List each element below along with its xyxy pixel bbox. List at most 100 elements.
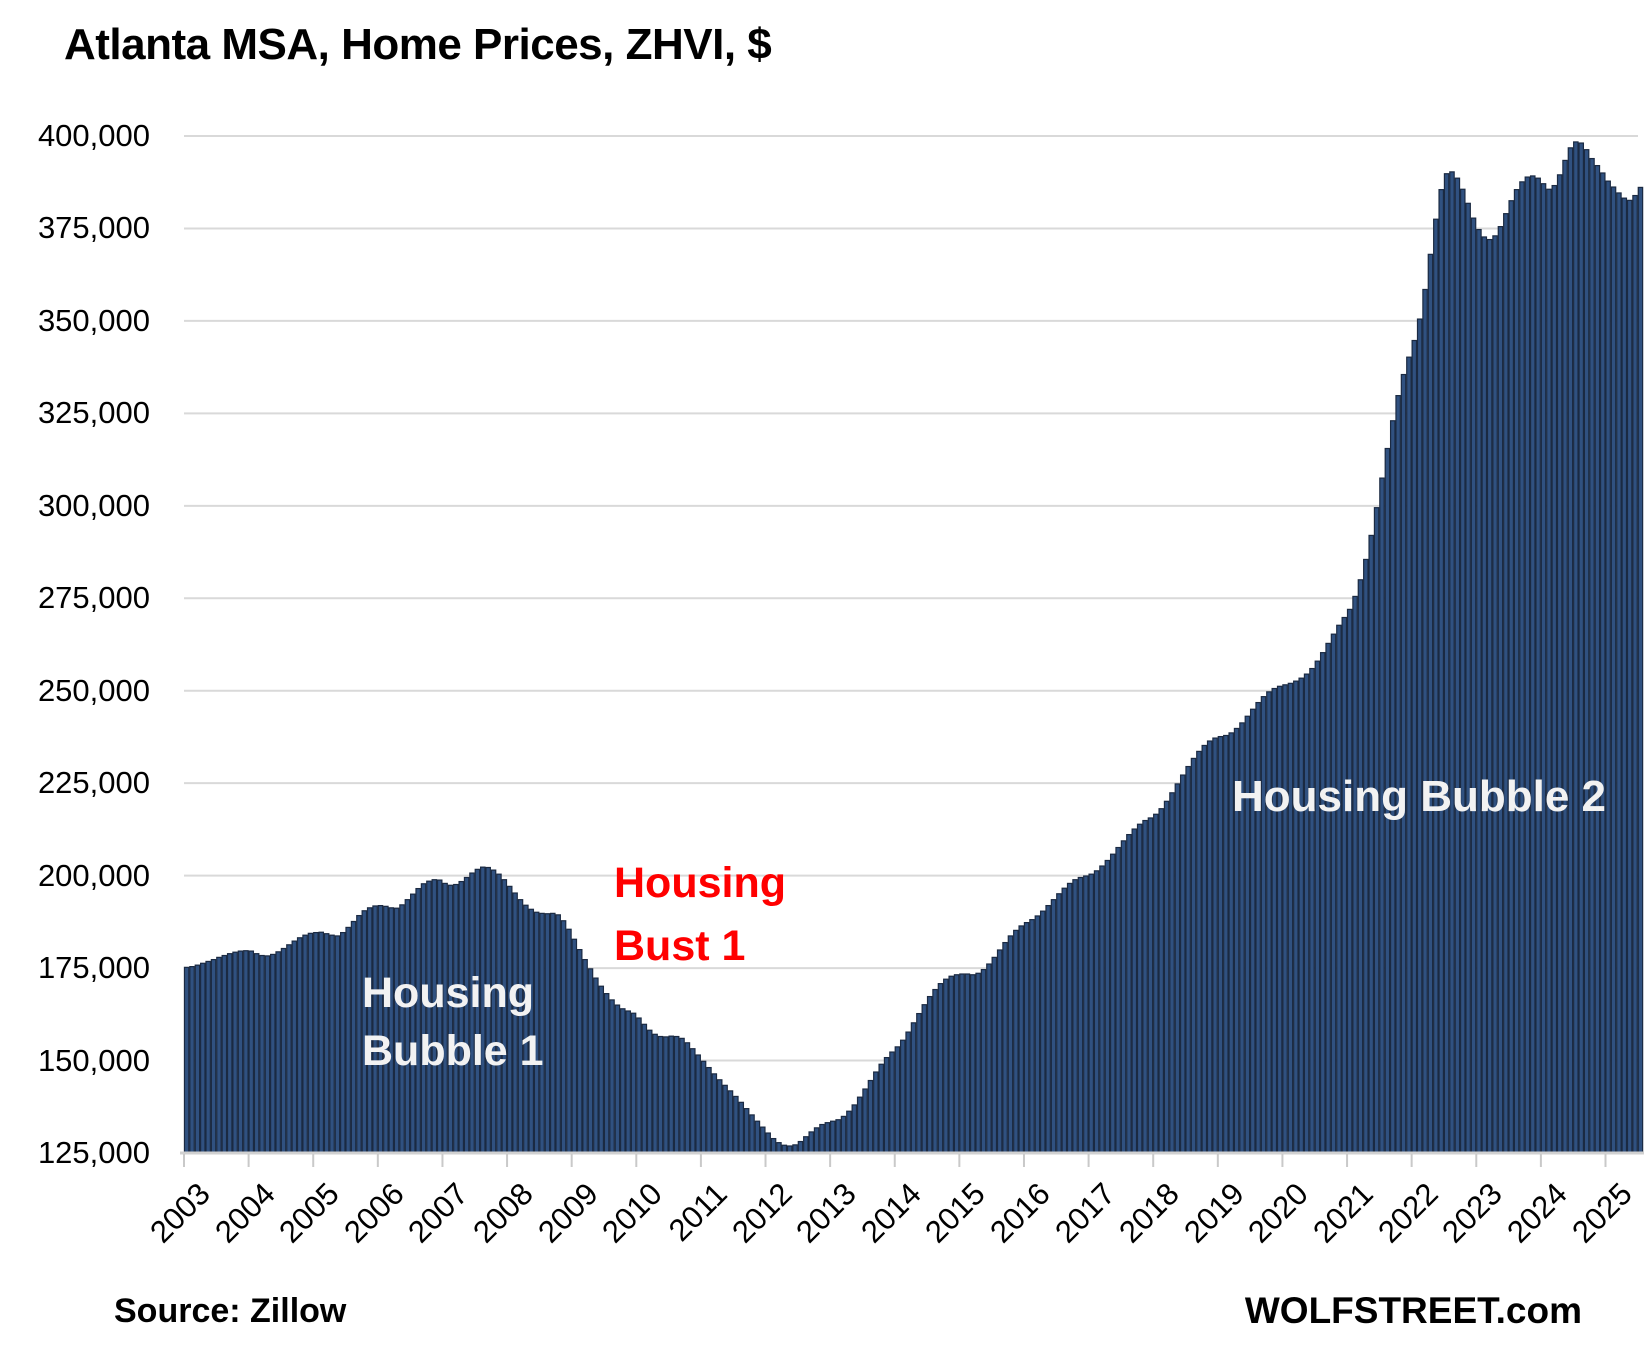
price-bar xyxy=(765,1132,771,1154)
price-bar xyxy=(340,931,346,1154)
price-bar xyxy=(1013,929,1019,1154)
price-bar xyxy=(1519,181,1525,1154)
y-axis-label: 225,000 xyxy=(37,765,150,801)
price-bar xyxy=(986,963,992,1154)
y-axis-label: 125,000 xyxy=(37,1135,150,1170)
price-bar xyxy=(749,1114,755,1154)
price-bar xyxy=(1562,159,1568,1154)
price-bar xyxy=(1357,579,1364,1154)
chart-title: Atlanta MSA, Home Prices, ZHVI, $ xyxy=(64,20,772,69)
price-bar xyxy=(975,972,981,1154)
price-bar xyxy=(1567,147,1574,1154)
price-bar xyxy=(1508,200,1515,1154)
price-bar xyxy=(603,993,610,1154)
price-bar xyxy=(1610,186,1617,1154)
y-axis-label: 250,000 xyxy=(37,672,150,708)
annotation-line: Bubble 1 xyxy=(362,1027,544,1075)
price-bar xyxy=(689,1048,696,1154)
price-bar xyxy=(544,913,551,1154)
price-bar xyxy=(200,962,206,1154)
price-bar xyxy=(1136,823,1143,1154)
price-bar xyxy=(1637,186,1644,1154)
price-bar xyxy=(323,933,330,1154)
price-bar xyxy=(873,1071,879,1154)
price-bar xyxy=(221,954,228,1154)
price-bar xyxy=(1126,833,1132,1154)
price-bar xyxy=(1459,188,1466,1154)
price-bar xyxy=(743,1108,750,1154)
price-bar xyxy=(1352,595,1358,1154)
price-bar xyxy=(210,958,217,1154)
price-bar xyxy=(350,920,357,1154)
price-bar xyxy=(1336,624,1342,1154)
price-bar xyxy=(926,995,933,1154)
price-bar xyxy=(711,1073,718,1154)
price-bar xyxy=(1056,893,1062,1154)
price-bar xyxy=(1616,192,1622,1154)
price-bar xyxy=(1298,677,1305,1154)
price-bar xyxy=(883,1056,890,1154)
price-bar xyxy=(1066,882,1073,1154)
price-bar xyxy=(867,1079,874,1154)
price-bar xyxy=(226,953,233,1154)
price-bar xyxy=(313,931,319,1154)
price-bar xyxy=(345,926,351,1154)
price-bar xyxy=(1201,744,1208,1154)
price-bar xyxy=(1406,356,1412,1154)
price-bar xyxy=(1185,765,1191,1154)
price-bar xyxy=(1314,660,1321,1154)
price-bar xyxy=(1319,652,1326,1154)
price-bar xyxy=(921,1004,928,1154)
y-axis-label: 400,000 xyxy=(37,118,150,153)
price-bar xyxy=(1589,157,1595,1154)
price-bar xyxy=(1093,870,1100,1154)
price-bar xyxy=(980,968,987,1154)
price-bar xyxy=(948,975,955,1154)
price-bar xyxy=(1061,887,1068,1154)
price-bar xyxy=(1481,236,1488,1154)
price-bar xyxy=(307,932,314,1154)
price-bar xyxy=(673,1035,680,1154)
price-bar xyxy=(1303,673,1310,1154)
price-bar xyxy=(1190,757,1197,1154)
price-bar xyxy=(1287,682,1294,1154)
price-bar xyxy=(1120,840,1127,1154)
price-bar xyxy=(1540,183,1547,1154)
price-bar xyxy=(1115,846,1121,1154)
price-bar xyxy=(1325,642,1331,1154)
price-bar xyxy=(302,934,308,1154)
price-bar xyxy=(1077,876,1084,1154)
price-bar xyxy=(1179,774,1186,1154)
price-bar xyxy=(641,1023,648,1154)
price-bar xyxy=(1465,202,1471,1154)
price-bar xyxy=(1330,633,1337,1154)
price-bar xyxy=(878,1063,885,1154)
price-bar xyxy=(889,1051,895,1154)
price-bar xyxy=(237,950,244,1154)
price-bar xyxy=(264,955,271,1154)
price-bar xyxy=(1583,149,1590,1154)
annotation-line: Housing xyxy=(362,969,534,1017)
price-bar xyxy=(1109,853,1116,1154)
price-bar xyxy=(1594,164,1601,1154)
price-bar xyxy=(555,914,561,1154)
price-bar xyxy=(819,1123,825,1154)
price-bar xyxy=(1497,226,1504,1154)
price-bar xyxy=(1260,696,1267,1154)
price-bar xyxy=(576,948,583,1154)
price-bar xyxy=(840,1115,847,1154)
price-bar xyxy=(587,968,594,1154)
price-bar xyxy=(1206,740,1213,1154)
price-bar xyxy=(899,1039,906,1154)
price-bar xyxy=(194,964,201,1154)
price-bar xyxy=(1217,735,1224,1154)
price-bar xyxy=(1153,813,1159,1154)
price-bar xyxy=(1309,667,1315,1154)
price-bar xyxy=(183,966,190,1154)
y-axis-label: 375,000 xyxy=(37,210,150,246)
price-bar xyxy=(1605,180,1611,1154)
price-bar xyxy=(846,1110,852,1154)
price-bar xyxy=(296,937,303,1154)
price-bar xyxy=(969,974,976,1154)
